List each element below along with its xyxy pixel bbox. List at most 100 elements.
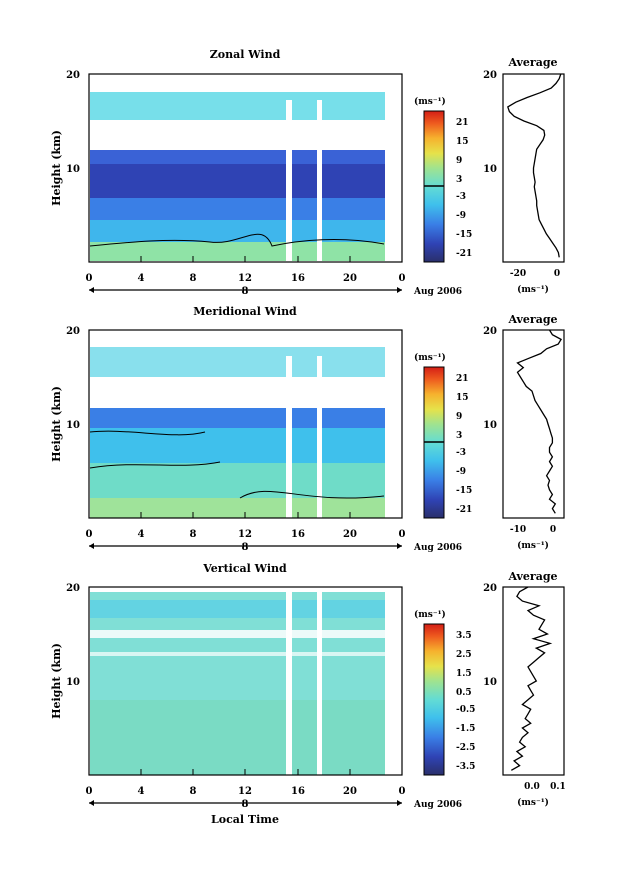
zonal-x-ticks <box>140 256 351 262</box>
vertical-cb-m1-5: -1.5 <box>456 724 475 734</box>
zonal-ytick-20: 20 <box>66 70 80 81</box>
vertical-xtick-20: 20 <box>343 786 357 797</box>
vertical-blank-1 <box>90 630 385 638</box>
vertical-title: Vertical Wind <box>202 562 287 575</box>
meridional-xtick-4: 4 <box>138 529 145 540</box>
zonal-date-label: Aug 2006 <box>413 287 462 297</box>
zonal-panel: Zonal Wind 0 4 8 12 16 20 0 8 A <box>50 48 565 297</box>
meridional-ytick-10: 10 <box>66 420 80 431</box>
meridional-panel: Meridional Wind 0 4 8 12 16 20 0 8 Aug <box>50 305 565 553</box>
vertical-heatmap <box>90 590 385 776</box>
vertical-cb-m2-5: -2.5 <box>456 743 475 753</box>
meridional-band-near-surface <box>90 498 385 518</box>
vertical-profile-xtick-0-1: 0.1 <box>550 782 566 792</box>
zonal-colorbar-ticks: 21 15 9 3 -3 -9 -15 -21 <box>456 118 472 259</box>
zonal-date-marker: 8 <box>242 286 249 297</box>
vertical-profile-ytick-10: 10 <box>483 677 497 688</box>
zonal-cb-m3: -3 <box>456 192 466 202</box>
zonal-band-jet-core <box>90 164 385 198</box>
vertical-xtick-16: 16 <box>291 786 305 797</box>
vertical-band-lower <box>90 700 385 775</box>
vertical-profile-line <box>510 586 553 771</box>
vertical-ytick-10: 10 <box>66 677 80 688</box>
meridional-profile-frame <box>502 329 565 519</box>
vertical-date-label: Aug 2006 <box>413 800 462 810</box>
meridional-profile-line <box>516 329 563 514</box>
meridional-xtick-20: 20 <box>343 529 357 540</box>
meridional-x-ticks <box>140 512 351 518</box>
zonal-band-mid <box>90 198 385 220</box>
zonal-band-upper <box>90 92 385 120</box>
meridional-gap-2 <box>317 356 322 518</box>
zonal-cb-15: 15 <box>456 137 469 147</box>
vertical-cb-2-5: 2.5 <box>456 650 472 660</box>
zonal-xtick-4: 4 <box>138 273 145 284</box>
zonal-xtick-20: 20 <box>343 273 357 284</box>
vertical-colorbar-ticks: 3.5 2.5 1.5 0.5 -0.5 -1.5 -2.5 -3.5 <box>456 631 475 772</box>
meridional-xtick-16: 16 <box>291 529 305 540</box>
vertical-ytick-20: 20 <box>66 583 80 594</box>
vertical-xtick-12: 12 <box>238 786 252 797</box>
meridional-colorbar-unit: (ms⁻¹) <box>414 352 446 363</box>
vertical-blank-2 <box>90 652 385 656</box>
meridional-title: Meridional Wind <box>193 305 297 318</box>
zonal-band-jet-edge <box>90 150 385 164</box>
meridional-heatmap <box>89 347 385 518</box>
meridional-band-mid <box>90 428 385 463</box>
vertical-cb-0-5: 0.5 <box>456 688 472 698</box>
vertical-gap-2 <box>317 590 322 776</box>
meridional-profile-xtick-m10: -10 <box>510 525 526 535</box>
meridional-cb-m3: -3 <box>456 448 466 458</box>
vertical-date-marker: 8 <box>242 799 249 810</box>
vertical-gap-1 <box>286 590 292 776</box>
zonal-ylabel: Height (km) <box>50 130 63 206</box>
zonal-xtick-16: 16 <box>291 273 305 284</box>
meridional-cb-21: 21 <box>456 374 469 384</box>
zonal-cb-m9: -9 <box>456 211 466 221</box>
zonal-gap-1 <box>286 100 292 262</box>
vertical-panel: Vertical Wind 0 4 8 12 16 20 0 8 Aug 200… <box>50 562 566 826</box>
meridional-cb-m15: -15 <box>456 486 472 496</box>
zonal-heatmap <box>89 92 385 262</box>
meridional-band-jet <box>90 408 385 428</box>
zonal-cb-m15: -15 <box>456 230 472 240</box>
vertical-cb-m3-5: -3.5 <box>456 762 475 772</box>
meridional-date-label: Aug 2006 <box>413 543 462 553</box>
meridional-cb-m9: -9 <box>456 467 466 477</box>
vertical-ylabel: Height (km) <box>50 643 63 719</box>
vertical-date-axis <box>89 800 402 806</box>
zonal-profile-xtick-m20: -20 <box>510 269 526 279</box>
vertical-xtick-8: 8 <box>190 786 197 797</box>
meridional-xtick-0: 0 <box>86 529 93 540</box>
meridional-ytick-20: 20 <box>66 326 80 337</box>
vertical-xlabel: Local Time <box>211 813 279 826</box>
vertical-profile-title: Average <box>507 570 557 583</box>
meridional-date-marker: 8 <box>242 542 249 553</box>
vertical-xtick-24: 0 <box>399 786 406 797</box>
zonal-xtick-24: 0 <box>399 273 406 284</box>
zonal-xtick-8: 8 <box>190 273 197 284</box>
vertical-profile-xlabel: (ms⁻¹) <box>517 797 549 808</box>
zonal-profile-ytick-20: 20 <box>483 70 497 81</box>
meridional-profile-ytick-10: 10 <box>483 420 497 431</box>
meridional-cb-9: 9 <box>456 412 462 422</box>
meridional-band-upper <box>90 347 385 377</box>
zonal-profile-xlabel: (ms⁻¹) <box>517 284 549 295</box>
vertical-profile-xtick-0-0: 0.0 <box>524 782 540 792</box>
meridional-profile-xtick-0: 0 <box>550 525 556 535</box>
zonal-date-axis <box>89 287 402 293</box>
vertical-x-ticks <box>140 769 351 775</box>
zonal-band-near-surface <box>90 242 385 261</box>
meridional-zero-contour <box>89 430 385 499</box>
meridional-cb-m21: -21 <box>456 505 472 515</box>
meridional-gap-1 <box>286 356 292 518</box>
zonal-xtick-12: 12 <box>238 273 252 284</box>
zonal-profile-line <box>507 73 562 258</box>
meridional-xtick-24: 0 <box>399 529 406 540</box>
vertical-colorbar <box>423 623 445 776</box>
meridional-profile-xlabel: (ms⁻¹) <box>517 540 549 551</box>
zonal-cb-21: 21 <box>456 118 469 128</box>
zonal-profile-ytick-10: 10 <box>483 164 497 175</box>
vertical-profile-frame <box>502 586 565 776</box>
